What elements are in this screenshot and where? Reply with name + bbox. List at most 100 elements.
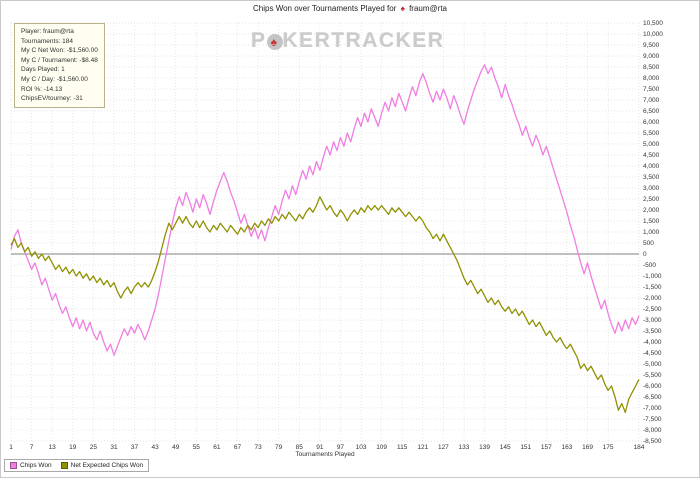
x-tick-label: 67 <box>234 444 242 451</box>
stat-net-won: My C Net Won: -$1,560.00 <box>21 47 98 55</box>
y-tick-label: -500 <box>643 262 656 269</box>
chips-won-line <box>10 64 640 356</box>
chart-title-text: Chips Won over Tournaments Played for <box>253 4 397 13</box>
y-tick-label: -6,000 <box>643 383 662 390</box>
y-tick-label: -5,000 <box>643 361 662 368</box>
x-tick-label: 13 <box>49 444 57 451</box>
y-tick-label: -5,500 <box>643 372 662 379</box>
legend-box: Chips Won Net Expected Chips Won <box>4 459 150 472</box>
stat-per-day: My C / Day: -$1,560.00 <box>21 75 88 83</box>
y-tick-label: -4,000 <box>643 339 662 346</box>
x-tick-label: 139 <box>479 444 490 451</box>
stats-infobox: Player: fraum@rta Tournaments: 184 My C … <box>14 23 105 108</box>
x-tick-label: 43 <box>152 444 160 451</box>
x-tick-label: 7 <box>30 444 34 451</box>
y-tick-label: 7,500 <box>643 86 660 93</box>
x-tick-label: 91 <box>316 444 324 451</box>
stat-days-played: Days Played: 1 <box>21 66 65 74</box>
pokertracker-logo-spade-icon: ♠ <box>266 34 283 50</box>
x-tick-label: 175 <box>603 444 614 451</box>
pokertracker-spade-icon: ♠ <box>400 4 405 13</box>
x-tick-label: 157 <box>541 444 552 451</box>
x-tick-label: 184 <box>634 444 645 451</box>
x-tick-label: 61 <box>213 444 221 451</box>
y-tick-label: -1,500 <box>643 284 662 291</box>
y-tick-label: 6,500 <box>643 108 660 115</box>
chips-won-swatch <box>10 462 17 469</box>
x-tick-label: 49 <box>172 444 180 451</box>
x-axis-label: Tournaments Played <box>295 451 355 458</box>
x-tick-label: 85 <box>296 444 304 451</box>
y-tick-label: 0 <box>643 251 647 258</box>
y-tick-label: 5,500 <box>643 130 660 137</box>
x-tick-label: 151 <box>520 444 531 451</box>
x-tick-label: 121 <box>417 444 428 451</box>
y-tick-label: 1,500 <box>643 218 660 225</box>
x-tick-label: 145 <box>500 444 511 451</box>
y-tick-label: -4,500 <box>643 350 662 357</box>
y-tick-label: -7,500 <box>643 416 662 423</box>
x-tick-label: 97 <box>337 444 345 451</box>
x-tick-label: 25 <box>90 444 98 451</box>
x-tick-label: 79 <box>275 444 283 451</box>
chips-won-label: Chips Won <box>20 462 52 469</box>
x-tick-label: 127 <box>438 444 449 451</box>
y-tick-label: 2,000 <box>643 207 660 214</box>
y-tick-label: 3,000 <box>643 185 660 192</box>
x-tick-label: 163 <box>562 444 573 451</box>
y-tick-label: -2,000 <box>643 295 662 302</box>
y-tick-label: -8,500 <box>643 438 662 445</box>
x-tick-label: 37 <box>131 444 139 451</box>
y-tick-label: 7,000 <box>643 97 660 104</box>
y-tick-label: 500 <box>643 240 654 247</box>
y-tick-label: -3,500 <box>643 328 662 335</box>
y-tick-label: 10,000 <box>643 31 663 38</box>
chart-title-player: fraum@rta <box>409 4 447 13</box>
y-tick-label: 10,500 <box>643 20 663 27</box>
stat-roi: ROI %: -14.13 <box>21 85 63 93</box>
legend-item-chips-won: Chips Won <box>10 462 52 469</box>
y-tick-label: 9,500 <box>643 42 660 49</box>
stat-chipsev: ChipsEV/tourney: -31 <box>21 95 83 103</box>
pokertracker-watermark: P ♠ KERTRACKER <box>251 29 445 53</box>
x-tick-label: 109 <box>376 444 387 451</box>
chart-title: Chips Won over Tournaments Played for ♠ … <box>1 4 699 13</box>
y-tick-label: -1,000 <box>643 273 662 280</box>
net-expected-swatch <box>60 462 68 469</box>
y-tick-label: -2,500 <box>643 306 662 313</box>
y-tick-label: 4,000 <box>643 163 660 170</box>
stat-player: Player: fraum@rta <box>21 28 74 35</box>
net-expected-line <box>10 196 640 414</box>
y-tick-label: 1,000 <box>643 229 660 236</box>
x-tick-label: 73 <box>254 444 262 451</box>
y-tick-label: 3,500 <box>643 174 660 181</box>
y-tick-label: 5,000 <box>643 141 660 148</box>
y-tick-label: 6,000 <box>643 119 660 126</box>
y-tick-label: 9,000 <box>643 53 660 60</box>
x-tick-label: 115 <box>397 444 408 451</box>
y-tick-label: -8,000 <box>643 427 662 434</box>
x-tick-label: 55 <box>193 444 201 451</box>
y-tick-label: -3,000 <box>643 317 662 324</box>
legend-item-net-expected: Net Expected Chips Won <box>60 462 144 469</box>
x-tick-label: 31 <box>110 444 118 451</box>
x-tick-label: 1 <box>9 444 13 451</box>
net-expected-label: Net Expected Chips Won <box>70 462 144 469</box>
stat-tournaments: Tournaments: 184 <box>21 37 74 45</box>
watermark-p2: KER <box>282 29 332 52</box>
watermark-p1: P <box>251 29 267 52</box>
y-tick-label: 2,500 <box>643 196 660 203</box>
y-tick-label: 8,500 <box>643 64 660 71</box>
x-tick-label: 133 <box>459 444 470 451</box>
x-tick-label: 169 <box>582 444 593 451</box>
y-tick-label: 4,500 <box>643 152 660 159</box>
watermark-p3: TRACKER <box>331 29 445 52</box>
stat-per-tournament: My C / Tournament: -$8.48 <box>21 56 98 64</box>
y-tick-label: -7,000 <box>643 405 662 412</box>
x-tick-label: 19 <box>69 444 77 451</box>
x-tick-label: 103 <box>356 444 367 451</box>
y-tick-label: -6,500 <box>643 394 662 401</box>
y-tick-label: 8,000 <box>643 75 660 82</box>
